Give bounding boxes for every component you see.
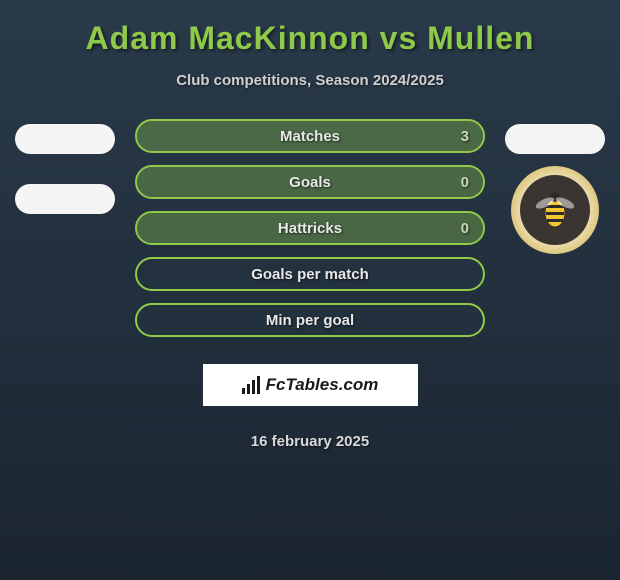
stat-value-right: 0 [461,174,469,191]
right-player-column [500,119,610,254]
stat-row-goals: Goals 0 [135,165,485,199]
stat-row-min-per-goal: Min per goal [135,303,485,337]
logo-text: FcTables.com [266,375,379,395]
left-player-column [10,119,120,214]
date-text: 16 february 2025 [135,433,485,450]
stat-label: Min per goal [137,312,483,329]
stat-value-right: 3 [461,128,469,145]
stat-label: Goals per match [137,266,483,283]
right-club-badge [511,166,599,254]
stat-row-matches: Matches 3 [135,119,485,153]
wasp-icon [530,185,580,235]
subtitle: Club competitions, Season 2024/2025 [10,72,610,89]
left-player-avatar-1 [15,124,115,154]
stat-row-hattricks: Hattricks 0 [135,211,485,245]
content-area: Matches 3 Goals 0 Hattricks 0 Goals per … [10,119,610,450]
stat-value-right: 0 [461,220,469,237]
page-title: Adam MacKinnon vs Mullen [10,20,610,57]
stats-column: Matches 3 Goals 0 Hattricks 0 Goals per … [130,119,490,450]
left-player-avatar-2 [15,184,115,214]
chart-bars-icon [242,376,260,394]
stat-label: Matches [137,128,483,145]
main-container: Adam MacKinnon vs Mullen Club competitio… [0,0,620,470]
stat-row-goals-per-match: Goals per match [135,257,485,291]
stat-label: Hattricks [137,220,483,237]
badge-inner [520,175,590,245]
fctables-logo[interactable]: FcTables.com [203,364,418,406]
right-player-avatar-1 [505,124,605,154]
stat-label: Goals [137,174,483,191]
